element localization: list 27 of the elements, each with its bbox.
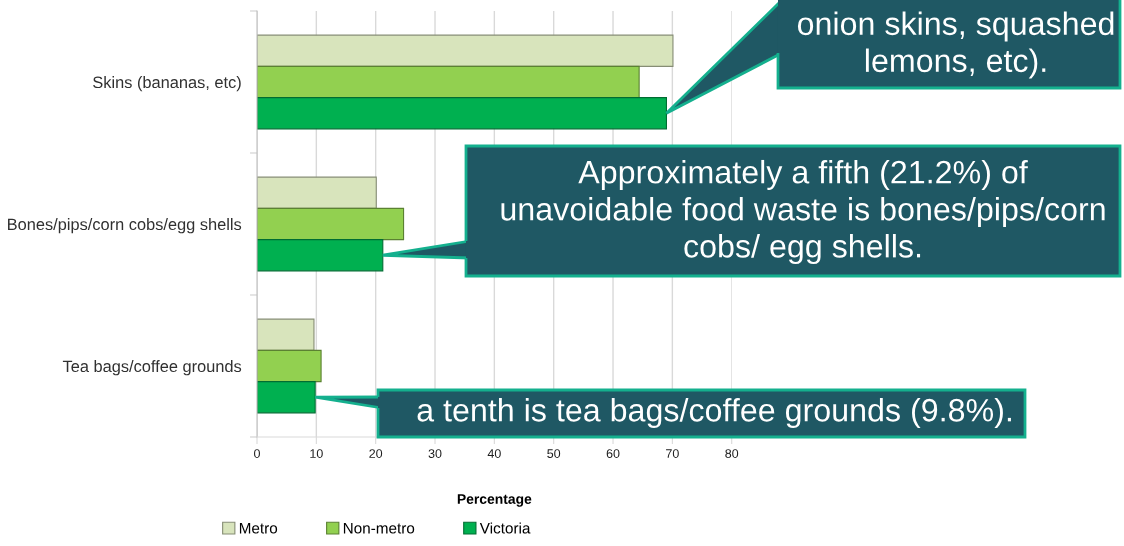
bar	[257, 349, 322, 383]
legend-label: Non-metro	[343, 522, 415, 534]
bar	[257, 65, 640, 99]
annotation: a tenth is tea bags/coffee grounds (9.8%).	[417, 397, 1011, 429]
x-tick-label: 80	[725, 449, 739, 458]
annotation: Approximately a fifth (21.2%) of unavoidable food waste is bones/pips/corn cobs/ egg shells.	[501, 159, 1105, 265]
x-tick-label: 70	[666, 449, 679, 458]
y-tick-label: Skins (bananas, etc)	[93, 76, 241, 92]
legend-label: Victoria	[479, 522, 531, 534]
bar	[257, 207, 405, 241]
x-axis-title: Percentage	[457, 494, 532, 507]
x-tick-label: 10	[310, 449, 323, 458]
x-tick-label: 40	[487, 449, 501, 458]
bar	[257, 34, 674, 67]
bar	[257, 97, 667, 130]
y-tick-label: Tea bags/coffee grounds	[62, 360, 242, 376]
x-tick-label: 0	[254, 449, 260, 458]
y-tick-label: Bones/pips/corn cobs/egg shells	[8, 218, 242, 234]
bar	[257, 176, 377, 209]
x-tick-label: 50	[547, 449, 561, 458]
x-tick-label: 30	[428, 449, 442, 458]
x-tick-label: 60	[606, 449, 620, 458]
bar	[257, 318, 315, 351]
x-tick-label: 20	[369, 449, 383, 458]
legend-label: Metro	[239, 522, 278, 534]
text: onion skins, squashed lemons, etc).	[797, 11, 1114, 79]
bar	[257, 381, 316, 414]
